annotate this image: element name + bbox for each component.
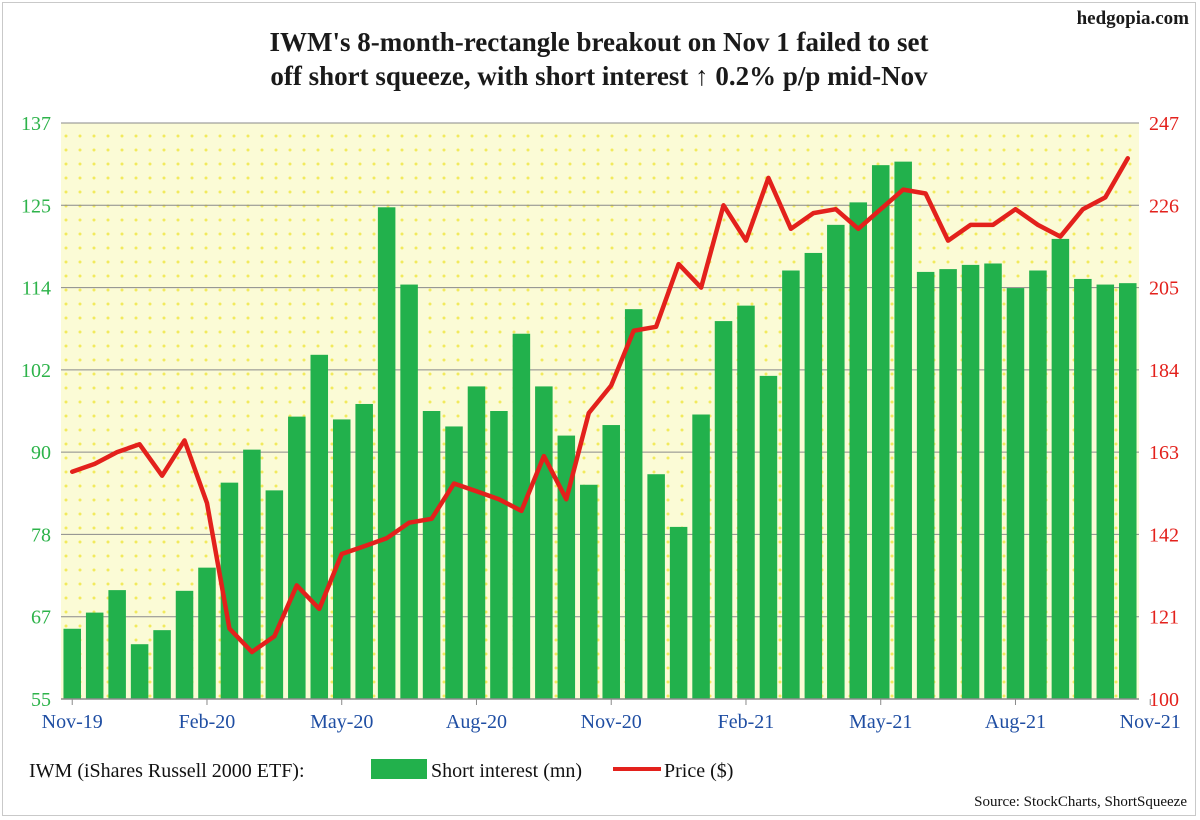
short-interest-bar — [355, 403, 373, 699]
left-tick-label: 67 — [31, 607, 51, 629]
short-interest-bar — [400, 284, 418, 699]
gridlines — [61, 122, 1139, 618]
left-tick-label: 78 — [31, 524, 51, 546]
short-interest-bar — [1096, 284, 1115, 699]
short-interest-bar — [669, 526, 688, 699]
brand-watermark: hedgopia.com — [1077, 8, 1190, 29]
x-tick-label: May-20 — [310, 711, 373, 733]
short-interest-bar — [871, 165, 890, 699]
short-interest-bar — [175, 590, 194, 699]
left-tick-label: 90 — [31, 442, 51, 464]
x-tick-label: Nov-20 — [581, 711, 642, 733]
short-interest-bars — [63, 161, 1137, 700]
chart-title-line-1: IWM's 8-month-rectangle breakout on Nov … — [270, 27, 929, 57]
right-tick-label: 121 — [1149, 607, 1179, 629]
legend: IWM (iShares Russell 2000 ETF): Short in… — [29, 759, 733, 782]
short-interest-bar — [624, 309, 643, 699]
left-tick-label: 137 — [21, 113, 51, 135]
chart-svg: hedgopia.com IWM's 8-month-rectangle bre… — [21, 8, 1190, 810]
short-interest-bar — [827, 224, 845, 700]
short-interest-bar — [894, 161, 912, 699]
short-interest-bar — [647, 474, 665, 699]
short-interest-bar — [63, 628, 81, 699]
right-tick-label: 142 — [1149, 524, 1179, 546]
right-tick-label: 163 — [1149, 442, 1179, 464]
short-interest-bar — [1074, 278, 1092, 699]
x-axis-ticks: Nov-19 Feb-20 May-20 Aug-20 Nov-20 Feb-21 May-… — [42, 699, 1181, 733]
short-interest-bar — [692, 414, 710, 699]
legend-bar-label: Short interest (mn) — [431, 760, 582, 782]
short-interest-bar — [422, 411, 441, 699]
short-interest-bar — [377, 207, 396, 700]
left-axis-ticks: 55 67 78 90 102 114 125 137 — [21, 113, 51, 711]
right-tick-label: 184 — [1149, 360, 1179, 382]
source-note: Source: StockCharts, ShortSqueeze — [974, 794, 1187, 810]
short-interest-bar — [310, 354, 329, 699]
short-interest-bar — [130, 644, 149, 699]
short-interest-bar — [265, 490, 284, 699]
short-interest-bar — [737, 305, 755, 699]
short-interest-bar — [1051, 238, 1070, 699]
left-tick-label: 125 — [21, 195, 51, 217]
short-interest-bar — [153, 630, 171, 699]
left-tick-label: 114 — [22, 278, 51, 300]
short-interest-bar — [467, 386, 486, 699]
short-interest-bar — [1006, 288, 1025, 699]
legend-line-label: Price ($) — [664, 760, 733, 782]
right-tick-label: 100 — [1149, 689, 1179, 711]
short-interest-bar — [85, 612, 104, 699]
short-interest-bar — [580, 484, 598, 699]
short-interest-bar — [602, 425, 620, 699]
right-tick-label: 226 — [1149, 195, 1179, 217]
short-interest-bar — [198, 567, 216, 699]
short-interest-bar — [1119, 283, 1137, 699]
short-interest-bar — [243, 449, 261, 699]
x-tick-label: Aug-20 — [446, 711, 507, 733]
right-tick-label: 205 — [1149, 278, 1179, 300]
short-interest-bar — [714, 321, 733, 699]
x-tick-label: Feb-21 — [718, 711, 775, 733]
x-tick-label: Nov-21 — [1120, 711, 1181, 733]
short-interest-bar — [445, 426, 463, 699]
right-axis-ticks: 100 121 142 163 184 205 226 247 — [1149, 113, 1179, 711]
x-tick-label: Feb-20 — [179, 711, 236, 733]
right-tick-label: 247 — [1149, 113, 1179, 135]
short-interest-bar — [782, 270, 800, 699]
short-interest-bar — [557, 435, 576, 699]
short-interest-bar — [939, 269, 957, 699]
plot-dot-pattern — [61, 123, 1139, 699]
price-line — [69, 156, 1131, 655]
short-interest-bar — [490, 411, 508, 699]
short-interest-bar — [804, 252, 823, 699]
left-tick-label: 102 — [21, 360, 51, 382]
legend-title: IWM (iShares Russell 2000 ETF): — [29, 760, 305, 782]
short-interest-bar — [220, 482, 239, 699]
left-tick-label: 55 — [31, 689, 51, 711]
short-interest-bar — [512, 333, 531, 699]
x-tick-label: Aug-21 — [985, 711, 1046, 733]
short-interest-bar — [535, 386, 553, 699]
price-line-layer — [69, 156, 1131, 655]
short-interest-bar — [1029, 270, 1047, 699]
short-interest-bar — [916, 271, 935, 699]
x-tick-label: May-21 — [849, 711, 912, 733]
short-interest-bar — [759, 375, 778, 699]
chart-title-line-2: off short squeeze, with short interest ↑… — [270, 61, 928, 91]
short-interest-bar — [984, 263, 1002, 699]
short-interest-bar — [961, 264, 980, 699]
short-interest-bar — [288, 416, 306, 699]
short-interest-bar — [849, 202, 868, 699]
short-interest-bar — [108, 590, 126, 699]
x-tick-label: Nov-19 — [42, 711, 103, 733]
legend-bar-swatch — [371, 759, 427, 779]
